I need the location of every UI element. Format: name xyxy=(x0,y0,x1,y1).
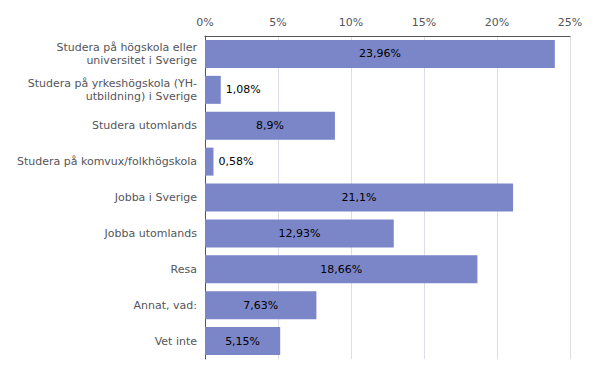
svg-text:0,58%: 0,58% xyxy=(218,155,253,168)
svg-text:universitet i Sverige: universitet i Sverige xyxy=(86,54,197,67)
svg-text:Studera på högskola eller: Studera på högskola eller xyxy=(56,41,197,54)
svg-text:7,63%: 7,63% xyxy=(243,299,278,312)
svg-text:0%: 0% xyxy=(196,16,213,29)
svg-text:20%: 20% xyxy=(485,16,509,29)
svg-text:Studera på yrkeshögskola (YH-: Studera på yrkeshögskola (YH- xyxy=(28,77,197,90)
svg-text:Vet inte: Vet inte xyxy=(155,335,198,348)
svg-text:Resa: Resa xyxy=(171,263,197,276)
svg-text:1,08%: 1,08% xyxy=(226,83,261,96)
svg-text:utbildning) i Sverige: utbildning) i Sverige xyxy=(86,90,198,103)
svg-text:Jobba i Sverige: Jobba i Sverige xyxy=(114,191,198,204)
svg-text:21,1%: 21,1% xyxy=(342,191,377,204)
svg-text:18,66%: 18,66% xyxy=(320,263,362,276)
svg-text:Jobba utomlands: Jobba utomlands xyxy=(104,227,198,240)
svg-text:15%: 15% xyxy=(412,16,436,29)
svg-text:5%: 5% xyxy=(269,16,286,29)
svg-text:5,15%: 5,15% xyxy=(225,335,260,348)
svg-text:8,9%: 8,9% xyxy=(256,119,284,132)
svg-text:10%: 10% xyxy=(339,16,363,29)
svg-text:Annat, vad:: Annat, vad: xyxy=(134,299,197,312)
svg-text:23,96%: 23,96% xyxy=(359,47,401,60)
svg-text:12,93%: 12,93% xyxy=(278,227,320,240)
svg-text:25%: 25% xyxy=(558,16,582,29)
svg-text:Studera utomlands: Studera utomlands xyxy=(92,119,197,132)
svg-text:Studera på komvux/folkhögskola: Studera på komvux/folkhögskola xyxy=(17,155,197,168)
